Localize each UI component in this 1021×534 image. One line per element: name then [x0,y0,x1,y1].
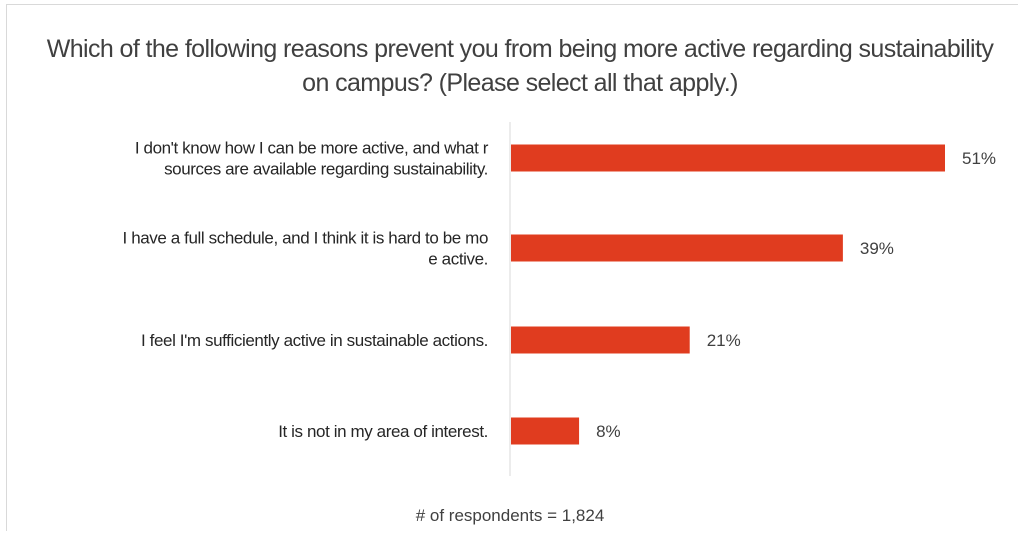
category-label-line: sources are available regarding sustaina… [164,160,488,179]
bar [511,326,690,354]
data-labels-layer: 51% 39% 21% 8% [596,149,996,441]
footnote-prefix: # of [415,506,445,525]
chart-title: Which of the following reasons prevent y… [46,35,994,97]
category-label: I have a full schedule, and I think it i… [123,229,488,269]
category-label-line: I don't know how I can be more active, a… [135,139,489,158]
category-label-line: It is not in my area of interest. [278,422,488,441]
footnote-suffix: = 1,824 [547,506,605,525]
category-label: I don't know how I can be more active, a… [135,139,489,179]
category-label: I feel I'm sufficiently active in sustai… [141,331,488,350]
respondents-footnote: # of respondents = 1,824 [340,506,680,526]
chart-frame [6,4,1018,531]
bars-layer [511,144,945,445]
bar [511,144,945,172]
category-labels-layer: I don't know how I can be more active, a… [123,139,490,442]
data-label: 21% [707,331,741,350]
data-label: 51% [962,149,996,168]
category-label-line: I have a full schedule, and I think it i… [123,229,488,248]
category-label: It is not in my area of interest. [278,422,488,441]
data-label: 39% [860,239,894,258]
bar [511,234,843,262]
bar [511,417,580,445]
data-label: 8% [596,422,621,441]
category-label-line: I feel I'm sufficiently active in sustai… [141,331,488,350]
category-label-line: e active. [428,250,488,269]
footnote-strong: respondents [448,506,543,525]
